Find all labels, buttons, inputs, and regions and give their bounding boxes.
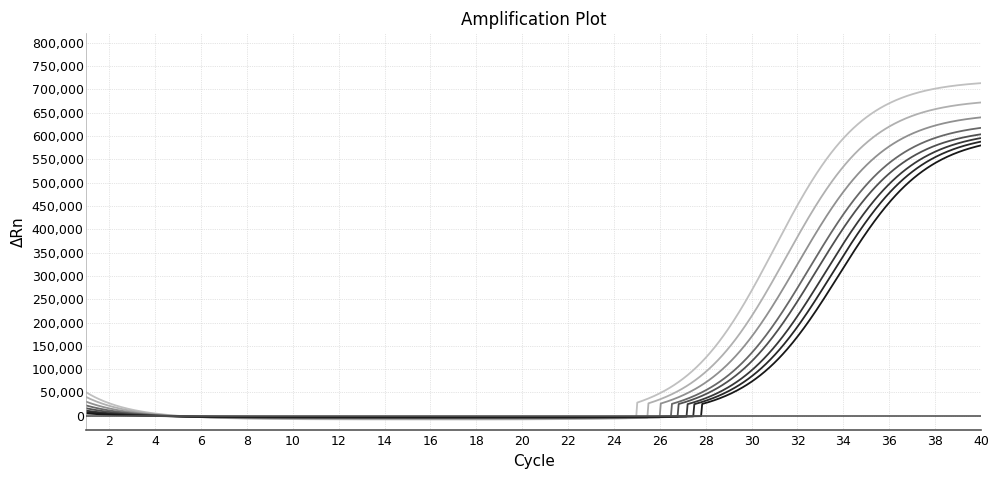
Y-axis label: ΔRn: ΔRn [11,216,26,247]
X-axis label: Cycle: Cycle [513,454,555,469]
Title: Amplification Plot: Amplification Plot [461,11,606,29]
